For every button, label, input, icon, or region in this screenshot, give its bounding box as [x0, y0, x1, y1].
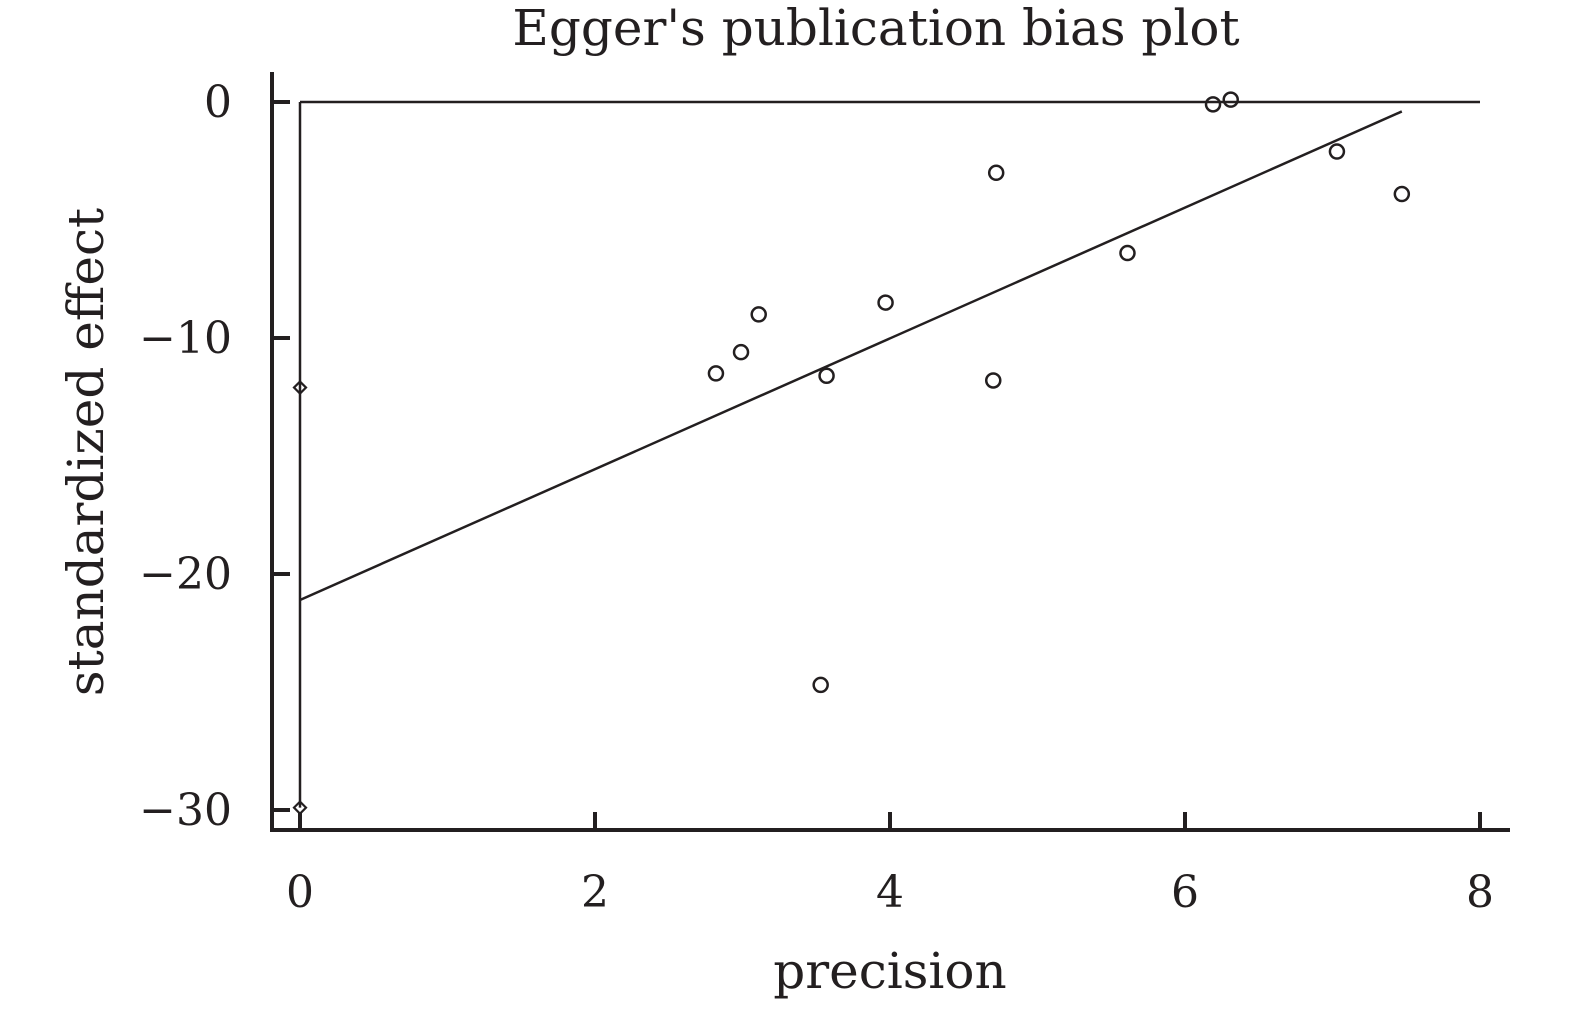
y-tick-label: −10 — [139, 313, 232, 364]
ci-bound-marker — [292, 800, 308, 816]
data-point — [1204, 96, 1222, 113]
y-tick-label: −30 — [139, 785, 232, 836]
data-point — [877, 294, 894, 311]
x-tick-label: 6 — [1171, 867, 1199, 918]
data-point — [1222, 91, 1239, 108]
data-point — [985, 372, 1002, 389]
x-ticks: 0 2 4 6 8 — [286, 812, 1494, 918]
data-point — [1393, 185, 1411, 203]
data-point — [818, 367, 835, 385]
x-tick-label: 4 — [876, 867, 904, 918]
data-point — [1328, 143, 1346, 160]
y-ticks: 0 −10 −20 −30 — [139, 77, 290, 836]
y-tick-label: 0 — [204, 77, 232, 128]
x-tick-label: 2 — [581, 867, 609, 918]
x-tick-label: 8 — [1466, 867, 1494, 918]
chart-title: Egger's publication bias plot — [512, 0, 1239, 57]
data-point — [812, 676, 829, 694]
data-point — [750, 306, 767, 323]
regression-line — [299, 110, 1403, 602]
data-point — [987, 164, 1005, 182]
intercept-ci-markers — [292, 380, 308, 816]
y-tick-label: −20 — [139, 549, 232, 600]
y-axis-label: standardized effect — [57, 208, 115, 696]
ci-bound-marker — [292, 380, 308, 396]
x-axis-label: precision — [773, 942, 1006, 1000]
data-point — [707, 365, 725, 382]
data-point — [1119, 244, 1136, 262]
data-points — [707, 91, 1411, 694]
x-tick-label: 0 — [286, 867, 314, 918]
data-point — [732, 343, 750, 361]
